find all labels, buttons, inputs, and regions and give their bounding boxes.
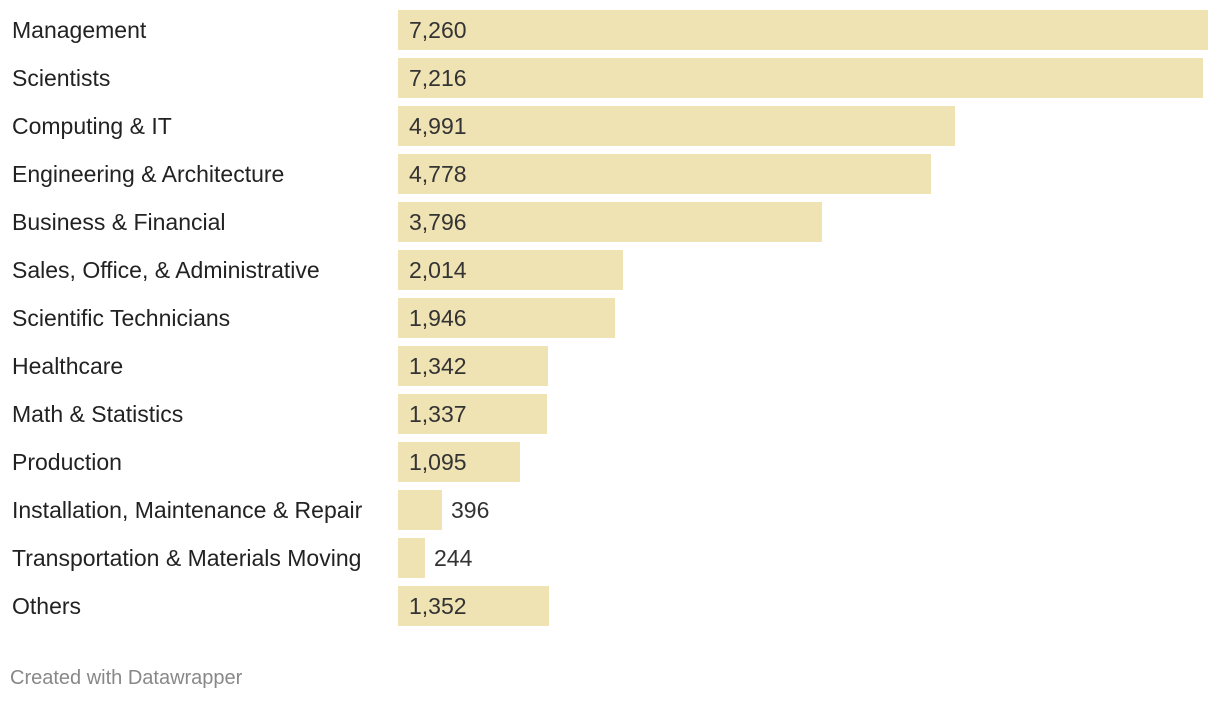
value-label: 1,095 — [409, 449, 467, 475]
value-label: 4,778 — [409, 161, 467, 187]
value-label: 1,946 — [409, 305, 467, 331]
value-label: 3,796 — [409, 209, 467, 235]
value-label: 244 — [434, 545, 473, 571]
bar — [398, 442, 520, 482]
category-label: Engineering & Architecture — [12, 161, 285, 187]
value-label: 7,216 — [409, 65, 467, 91]
bar — [398, 10, 1208, 50]
bar — [398, 154, 931, 194]
bar — [398, 250, 623, 290]
value-label: 7,260 — [409, 17, 467, 43]
bar-row: Transportation & Materials Moving 244 — [0, 538, 1220, 578]
category-label: Management — [12, 17, 147, 43]
bar-row: Scientific Technicians 1,946 — [0, 298, 1220, 338]
category-label: Production — [12, 449, 122, 475]
category-label: Scientists — [12, 65, 111, 91]
bar-row: Others 1,352 — [0, 586, 1220, 626]
bar — [398, 490, 442, 530]
value-label: 1,342 — [409, 353, 467, 379]
bar-row: Math & Statistics 1,337 — [0, 394, 1220, 434]
bar — [398, 58, 1203, 98]
category-label: Sales, Office, & Administrative — [12, 257, 320, 283]
category-label: Installation, Maintenance & Repair — [12, 497, 363, 523]
bar — [398, 202, 822, 242]
category-label: Math & Statistics — [12, 401, 184, 427]
bar-row: Installation, Maintenance & Repair 396 — [0, 490, 1220, 530]
category-label: Computing & IT — [12, 113, 172, 139]
bar-row: Healthcare 1,342 — [0, 346, 1220, 386]
bar — [398, 106, 955, 146]
value-label: 2,014 — [409, 257, 467, 283]
bar-row: Business & Financial 3,796 — [0, 202, 1220, 242]
value-label: 4,991 — [409, 113, 467, 139]
category-label: Business & Financial — [12, 209, 226, 235]
category-label: Transportation & Materials Moving — [12, 545, 362, 571]
bar-row: Computing & IT 4,991 — [0, 106, 1220, 146]
value-label: 1,337 — [409, 401, 467, 427]
value-label: 396 — [451, 497, 490, 523]
bar-row: Sales, Office, & Administrative 2,014 — [0, 250, 1220, 290]
bar-row: Production 1,095 — [0, 442, 1220, 482]
bar — [398, 538, 425, 578]
credit-footer: Created with Datawrapper — [10, 667, 243, 689]
bar — [398, 346, 548, 386]
bar-row: Engineering & Architecture 4,778 — [0, 154, 1220, 194]
bar-chart: Management 7,260 Scientists 7,216 Computing … — [0, 10, 1220, 626]
category-label: Others — [12, 593, 82, 619]
bar-row: Scientists 7,216 — [0, 58, 1220, 98]
category-label: Healthcare — [12, 353, 124, 379]
category-label: Scientific Technicians — [12, 305, 231, 331]
bar — [398, 586, 549, 626]
bar — [398, 394, 547, 434]
bar — [398, 298, 615, 338]
value-label: 1,352 — [409, 593, 467, 619]
bar-row: Management 7,260 — [0, 10, 1220, 50]
